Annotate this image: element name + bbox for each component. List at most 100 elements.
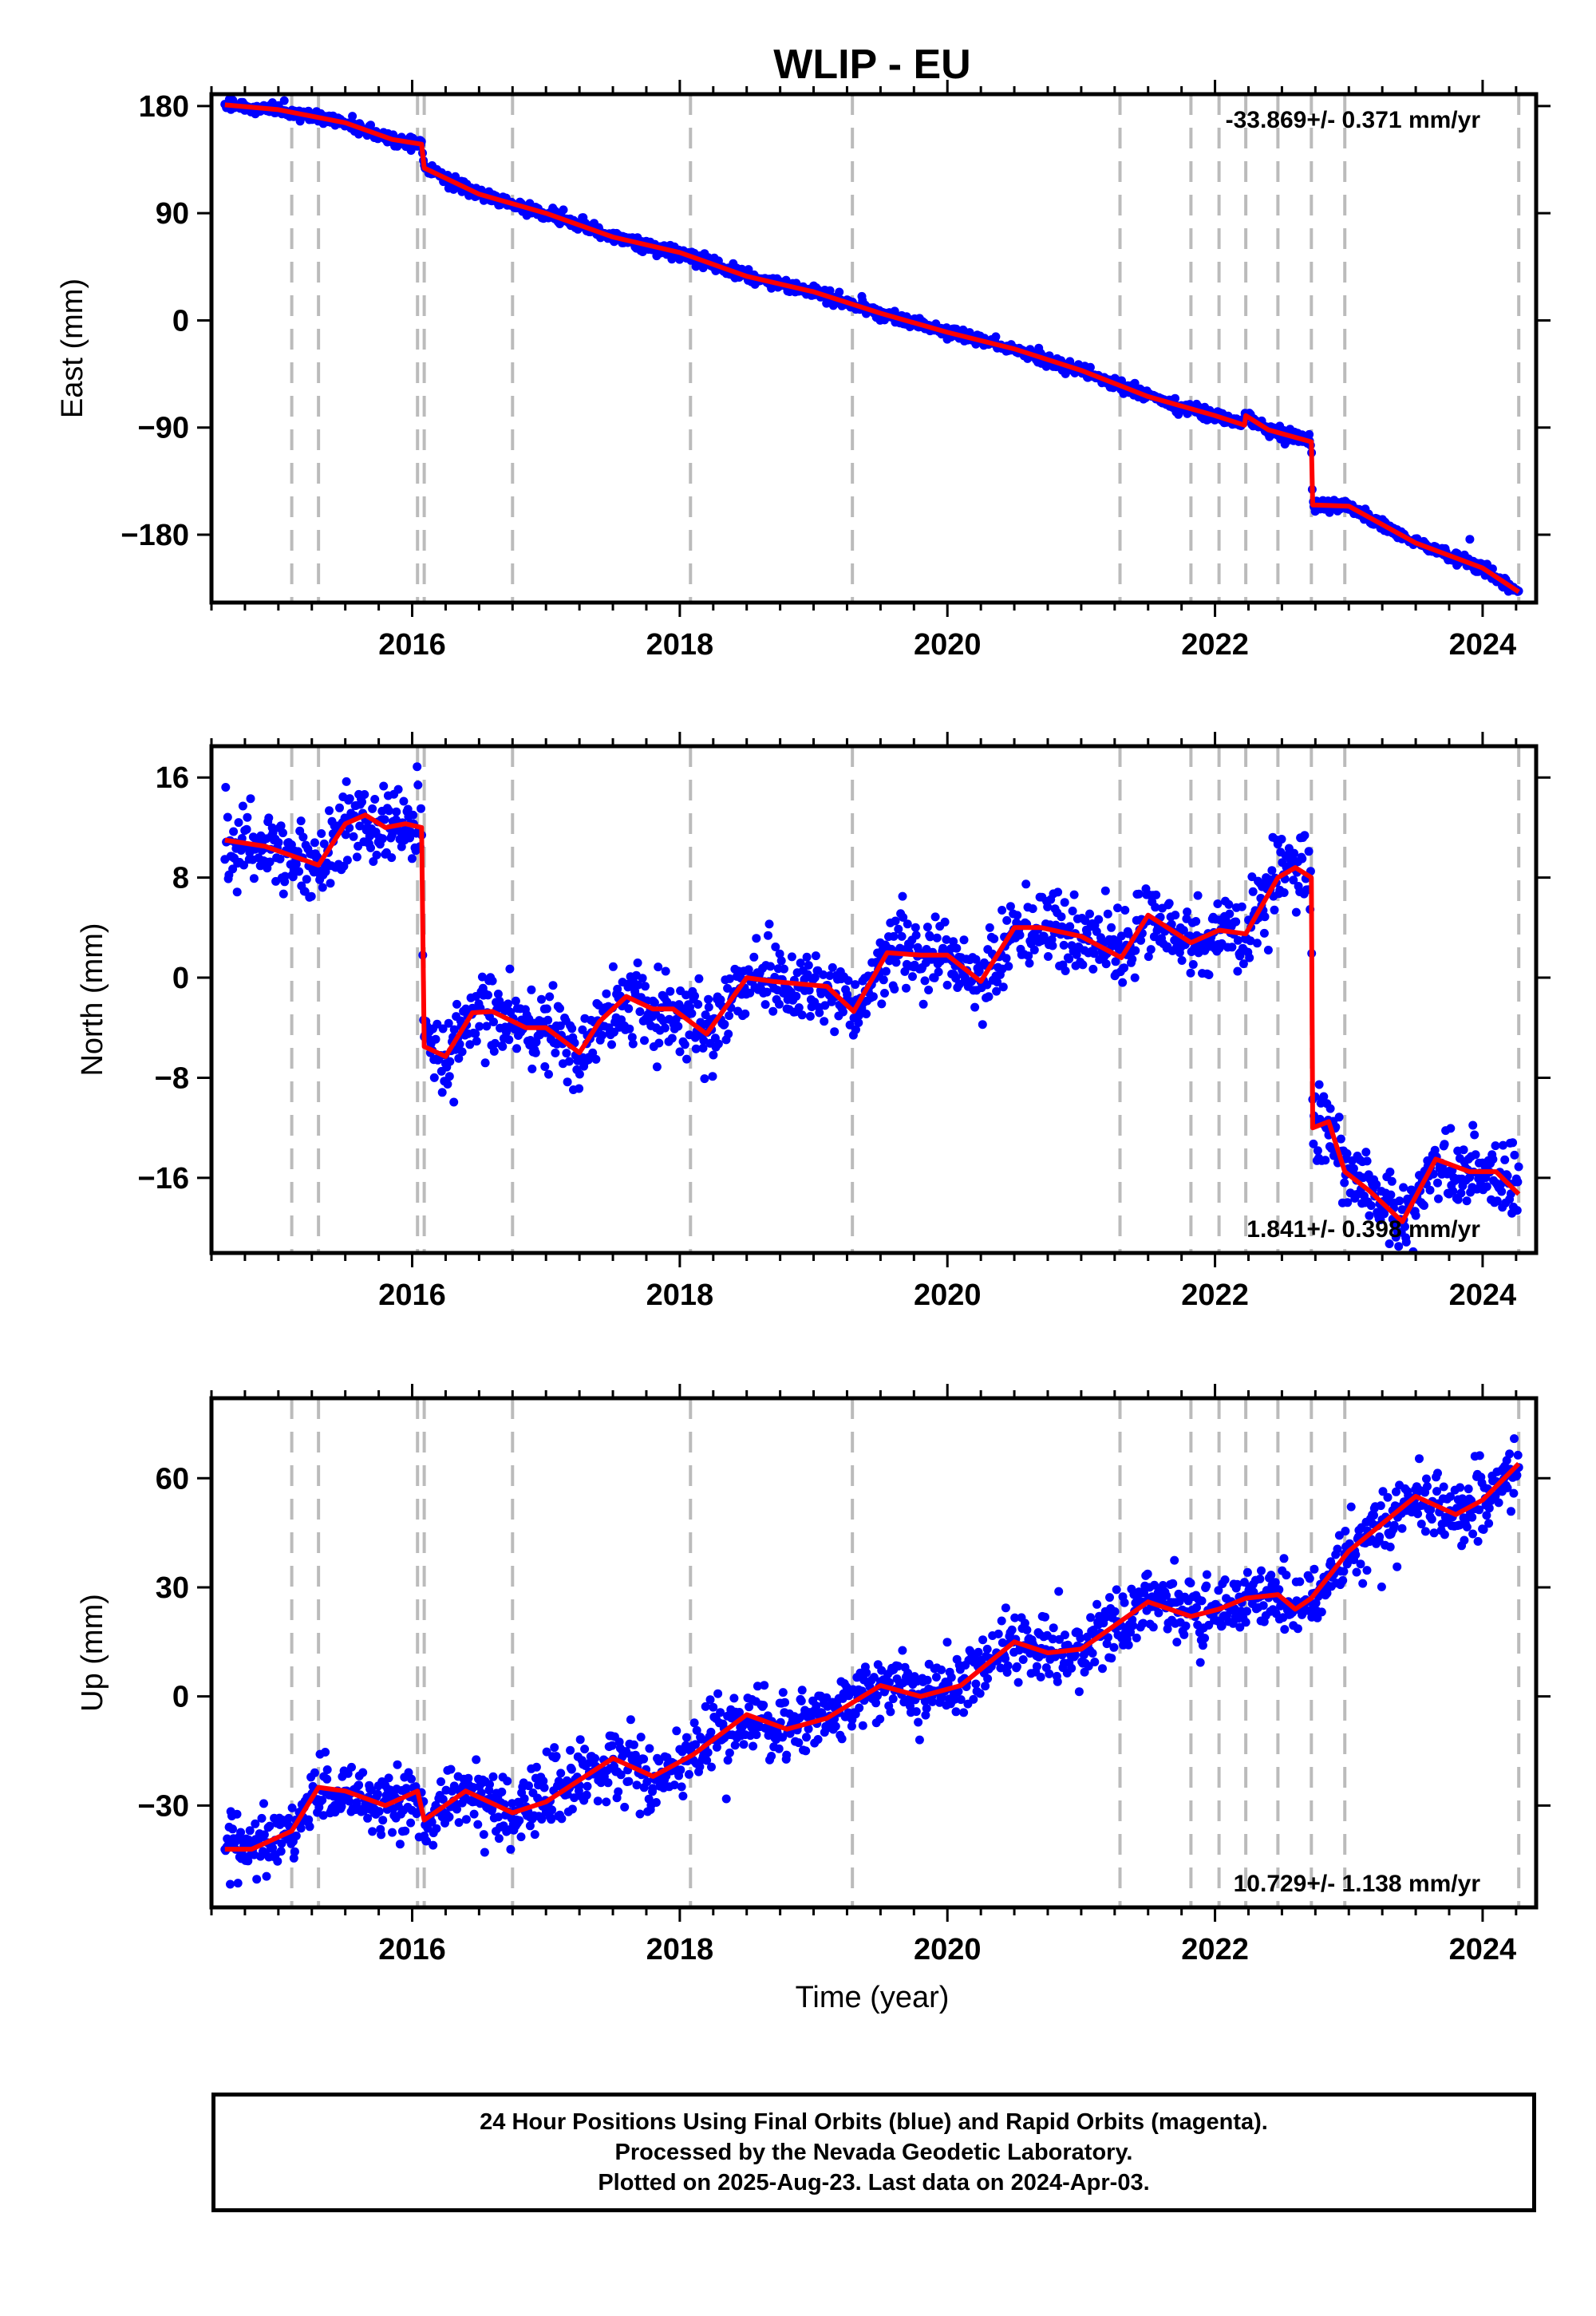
data-point (993, 978, 1002, 986)
data-point (997, 1616, 1006, 1626)
data-point (1071, 1650, 1080, 1660)
data-point (1214, 1586, 1223, 1595)
y-tick-label: −30 (138, 1789, 189, 1823)
data-point (1422, 1474, 1431, 1484)
data-point (712, 1742, 721, 1752)
data-point (713, 1039, 723, 1049)
data-point (1465, 535, 1475, 544)
data-point (1413, 1509, 1423, 1519)
data-point (497, 1787, 507, 1796)
data-point (1002, 915, 1012, 925)
data-point (366, 843, 375, 852)
data-point (934, 967, 943, 977)
data-point (397, 842, 406, 852)
data-point (671, 1014, 681, 1024)
data-point (1340, 1178, 1349, 1188)
data-point (465, 1040, 475, 1049)
data-point (1362, 1156, 1372, 1166)
data-point (1029, 945, 1039, 954)
data-point (1069, 890, 1079, 899)
data-point (1227, 943, 1237, 952)
data-point (1385, 1542, 1395, 1551)
data-point (624, 1777, 634, 1786)
data-point (1317, 1607, 1326, 1617)
data-point (792, 991, 801, 1001)
data-point (1505, 1449, 1515, 1459)
data-point (723, 983, 733, 993)
data-point (975, 1689, 985, 1698)
data-point (1139, 1618, 1148, 1628)
data-point (1171, 911, 1180, 920)
data-point (942, 935, 951, 944)
data-point (725, 1011, 734, 1021)
data-point (918, 999, 928, 1009)
data-point (1126, 1627, 1136, 1637)
data-point (358, 797, 366, 807)
data-point (891, 958, 901, 967)
data-point (940, 917, 950, 927)
data-point (752, 1730, 761, 1740)
data-point (233, 1879, 243, 1888)
rate-label: 1.841+/- 0.398 mm/yr (1246, 1216, 1480, 1243)
data-point (654, 1038, 664, 1048)
y-axis-label: Up (mm) (76, 1594, 109, 1712)
data-point (229, 827, 239, 836)
data-point (1120, 906, 1130, 915)
data-point (567, 1765, 576, 1774)
data-point (429, 1073, 439, 1082)
data-point (479, 1830, 488, 1840)
data-point (868, 992, 878, 1002)
data-point (675, 1047, 685, 1057)
data-point (780, 1697, 789, 1707)
data-point (1468, 1120, 1478, 1130)
data-point (1475, 1451, 1484, 1460)
data-point (922, 923, 932, 932)
data-point (869, 1673, 879, 1682)
plot-frame (209, 1396, 1539, 1910)
data-point (1462, 1196, 1472, 1206)
data-point (452, 1804, 461, 1814)
footer-dates-line: Plotted on 2025-Aug-23. Last data on 202… (598, 2170, 1150, 2195)
data-point (1295, 1577, 1305, 1587)
data-point (703, 1748, 713, 1757)
y-tick-label: 0 (172, 304, 189, 338)
data-point (1512, 1206, 1522, 1215)
data-point (767, 1752, 776, 1761)
data-point (1386, 1190, 1396, 1199)
data-point (1131, 946, 1140, 955)
data-point (994, 1629, 1003, 1638)
data-point (942, 980, 952, 990)
x-tick-label: 2020 (914, 1279, 982, 1312)
data-point (1293, 1624, 1302, 1634)
data-point (1291, 907, 1301, 917)
data-point (1150, 1580, 1159, 1590)
data-point (1282, 1571, 1291, 1580)
data-point (1088, 1649, 1097, 1658)
data-point (626, 1715, 635, 1725)
data-point (262, 1871, 271, 1881)
data-point (911, 923, 920, 932)
data-point (531, 1762, 541, 1772)
x-tick-label: 2020 (914, 628, 982, 662)
data-point (387, 853, 397, 863)
data-point (766, 962, 775, 971)
data-point (1508, 1138, 1518, 1148)
data-point (294, 867, 304, 876)
data-point (1300, 831, 1310, 840)
data-point (845, 1020, 855, 1030)
data-point (1143, 1569, 1152, 1579)
x-tick-label: 2018 (646, 628, 714, 662)
data-point (531, 1048, 540, 1057)
data-point (981, 1682, 990, 1691)
data-point (575, 1084, 584, 1093)
data-point (288, 872, 298, 882)
data-point (862, 1010, 871, 1018)
data-point (602, 989, 611, 998)
data-point (1385, 1239, 1394, 1248)
data-point (787, 952, 796, 962)
data-point (764, 931, 772, 940)
data-point (268, 1844, 278, 1852)
data-point (325, 806, 334, 816)
data-point (922, 1704, 931, 1713)
